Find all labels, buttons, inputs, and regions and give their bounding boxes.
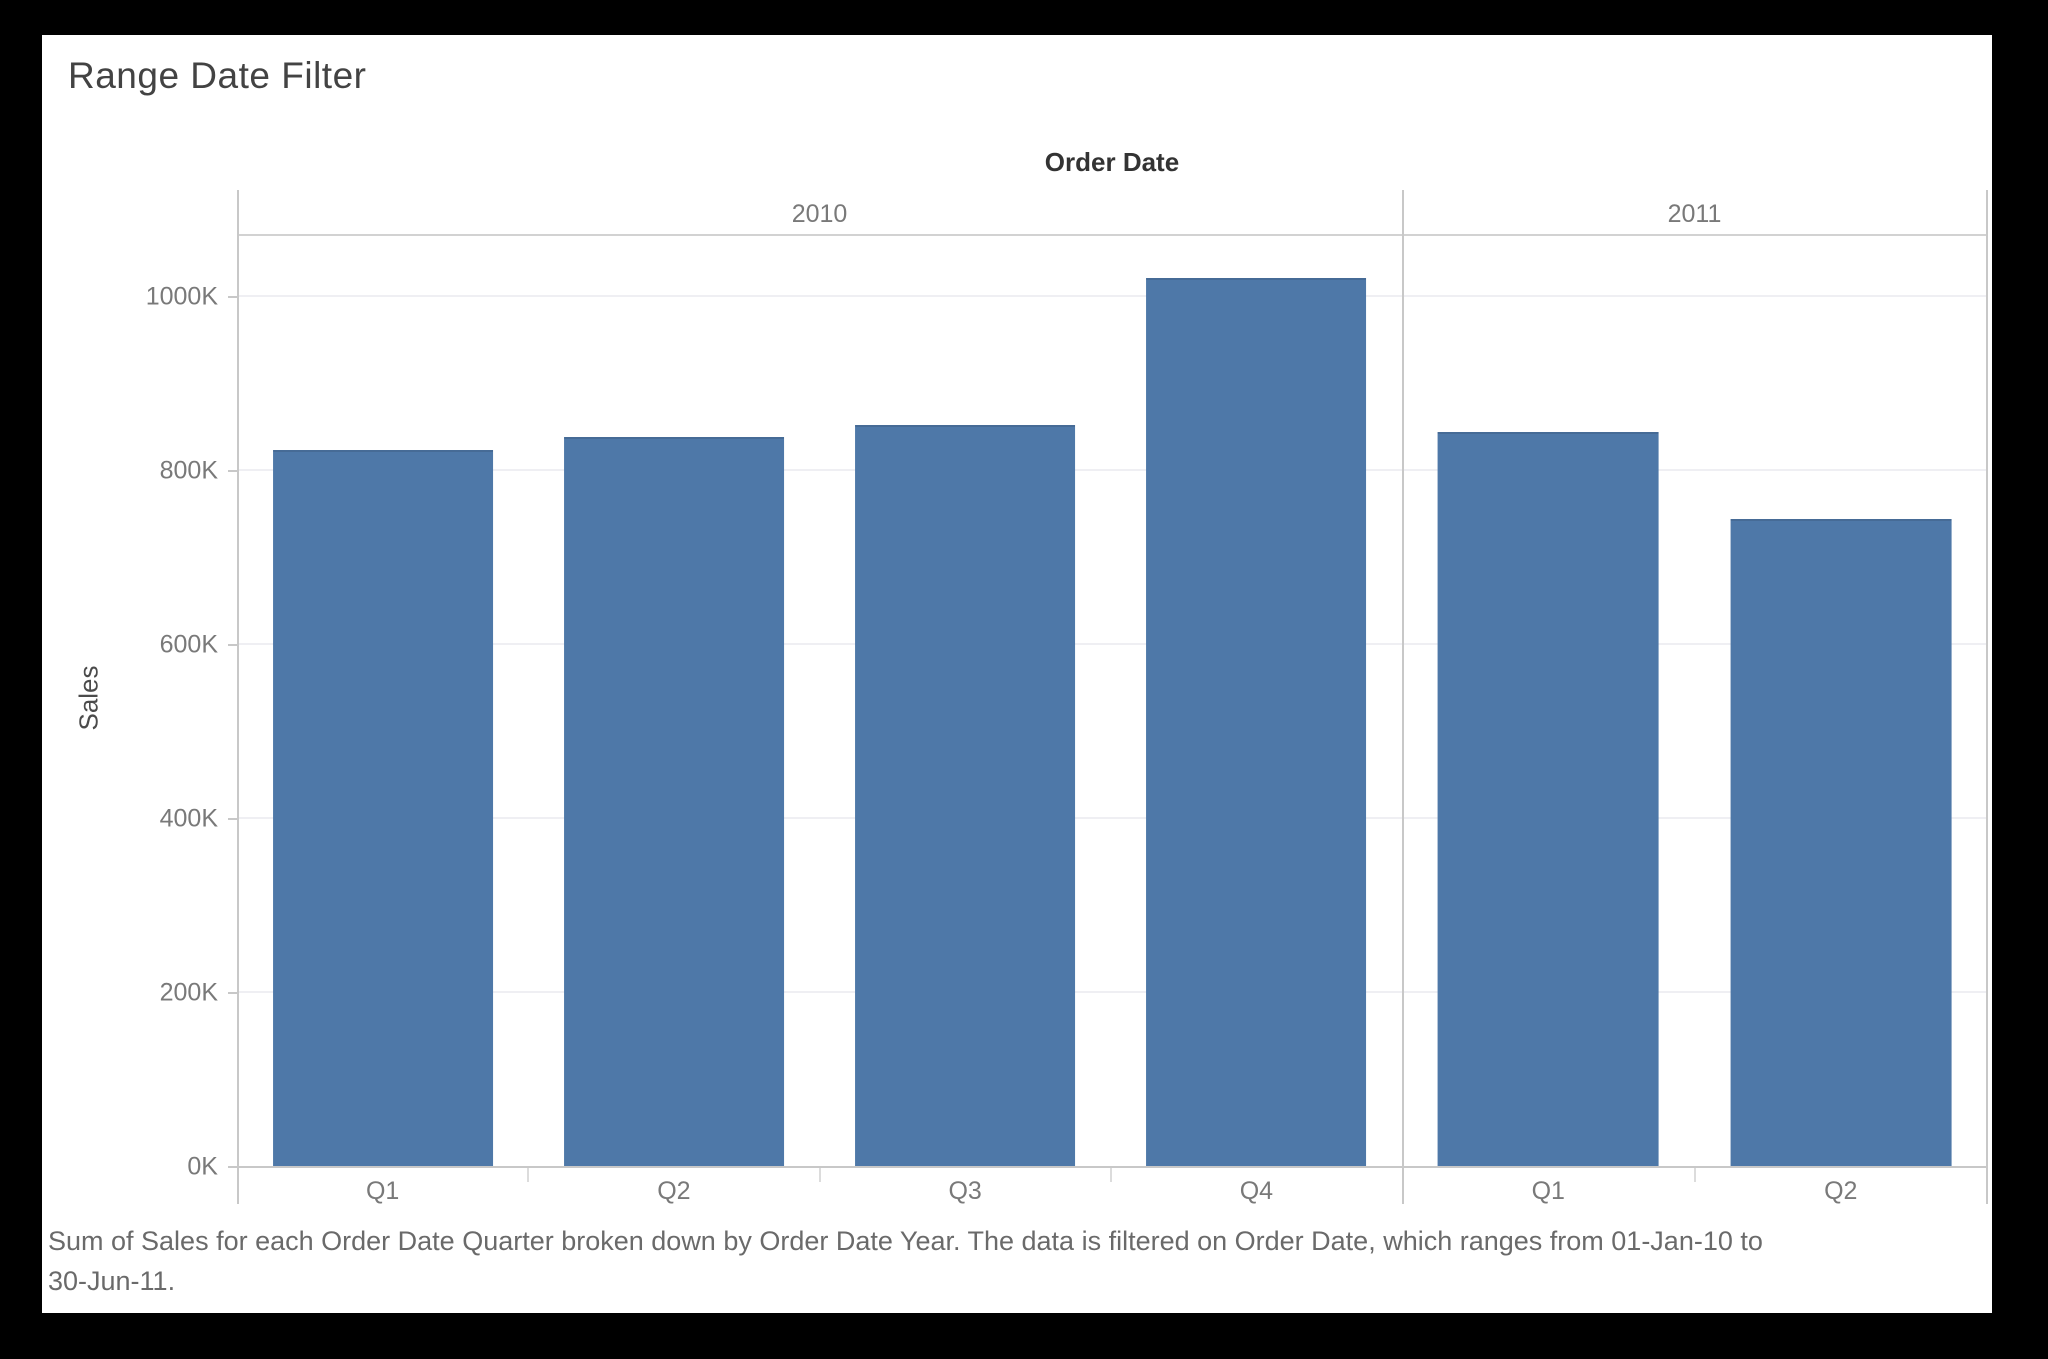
y-tick-mark-600K — [228, 643, 237, 646]
y-tick-label-800K: 800K — [159, 456, 218, 485]
caption-line-1: Sum of Sales for each Order Date Quarter… — [48, 1226, 1763, 1256]
caption: Sum of Sales for each Order Date Quarter… — [48, 1221, 1978, 1301]
pane-2011 — [1402, 235, 1987, 1167]
year-header-2010: 2010 — [791, 200, 848, 228]
pane-divider — [1402, 190, 1404, 1204]
axis-left-border — [237, 190, 239, 1204]
bar-2010-Q2[interactable] — [563, 436, 784, 1167]
x-label-2011-Q2: Q2 — [1824, 1177, 1858, 1205]
band-2011-Q1 — [1402, 235, 1695, 1167]
worksheet: Range Date Filter Order Date 2010 2011 0K… — [42, 35, 1992, 1313]
y-tick-mark-800K — [228, 469, 237, 472]
y-axis-ticks — [228, 235, 237, 1168]
y-tick-mark-400K — [228, 817, 237, 820]
bar-2010-Q3[interactable] — [855, 424, 1076, 1167]
column-field-header: Order Date — [1044, 147, 1180, 177]
band-2010-Q1 — [237, 235, 528, 1167]
x-axis-labels: Q1 Q2 Q3 Q4 Q1 Q2 — [237, 1171, 1987, 1211]
band-2010-Q4 — [1111, 235, 1402, 1167]
bar-2010-Q1[interactable] — [272, 449, 493, 1167]
y-tick-label-0K: 0K — [187, 1152, 218, 1181]
year-header-2011: 2011 — [1667, 200, 1722, 228]
band-2011-Q2 — [1695, 235, 1988, 1167]
pane-right-border — [1986, 190, 1988, 1204]
x-axis-pane-2011: Q1 Q2 — [1402, 1171, 1987, 1211]
y-tick-label-1000K: 1000K — [145, 282, 218, 311]
pane-top-border — [237, 234, 1987, 236]
y-tick-mark-0K — [228, 1166, 237, 1168]
y-tick-label-200K: 200K — [159, 978, 218, 1007]
caption-line-2: 30-Jun-11. — [48, 1266, 176, 1296]
plot-area — [237, 235, 1987, 1167]
x-label-2010-Q1: Q1 — [365, 1177, 400, 1205]
x-label-2010-Q4: Q4 — [1239, 1177, 1274, 1205]
pane-2010 — [237, 235, 1402, 1167]
x-label-2011-Q1: Q1 — [1531, 1177, 1565, 1205]
bar-2011-Q2[interactable] — [1730, 518, 1952, 1167]
x-label-2010-Q3: Q3 — [948, 1177, 982, 1205]
bar-2011-Q1[interactable] — [1437, 431, 1659, 1167]
y-tick-label-400K: 400K — [159, 804, 218, 833]
bar-2010-Q4[interactable] — [1146, 277, 1367, 1167]
band-2010-Q3 — [820, 235, 1111, 1167]
y-tick-mark-200K — [228, 991, 237, 994]
worksheet-title: Range Date Filter — [68, 55, 367, 96]
y-tick-label-600K: 600K — [159, 630, 218, 659]
year-header-row: 2010 2011 — [237, 195, 1987, 233]
band-2010-Q2 — [528, 235, 819, 1167]
y-tick-mark-1000K — [228, 295, 237, 298]
x-axis-baseline — [237, 1166, 1987, 1168]
y-axis-title: Sales — [73, 665, 104, 731]
x-axis-pane-2010: Q1 Q2 Q3 Q4 — [237, 1171, 1402, 1211]
y-axis-labels: 0K 200K 400K 600K 800K 1000K — [42, 235, 218, 1180]
x-label-2010-Q2: Q2 — [657, 1177, 691, 1205]
